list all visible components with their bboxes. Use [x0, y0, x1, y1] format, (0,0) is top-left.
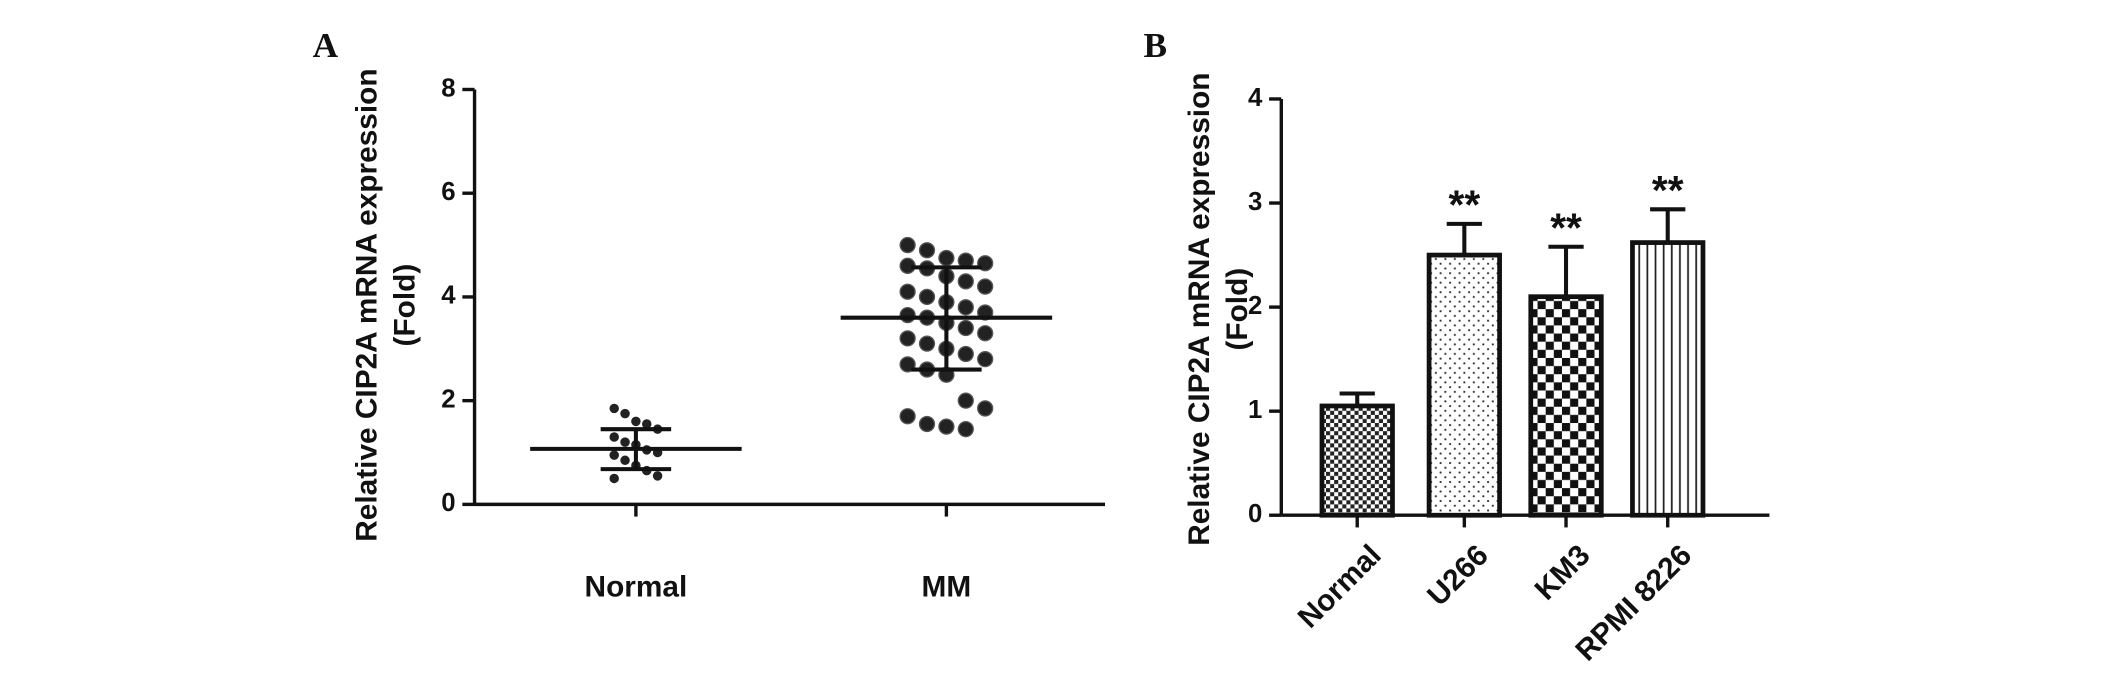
x-tick-label: MM	[922, 571, 972, 604]
y-tick-label: 0	[1248, 500, 1262, 528]
data-point	[899, 283, 916, 300]
y-axis-label: Relative CIP2A mRNA expression	[1183, 72, 1216, 545]
data-point	[899, 330, 916, 347]
significance-label: **	[1449, 181, 1481, 227]
data-point	[918, 242, 936, 259]
y-axis-label: (Fold)	[389, 264, 422, 347]
bar	[1426, 252, 1502, 518]
data-point	[957, 421, 974, 438]
x-tick-label: Normal	[585, 571, 688, 604]
x-tick-label: U266	[1421, 539, 1495, 613]
y-tick-label: 8	[441, 74, 455, 102]
data-point	[620, 455, 630, 466]
data-point	[620, 408, 630, 419]
y-axis-label: Relative CIP2A mRNA expression	[351, 68, 384, 541]
data-point	[899, 306, 916, 324]
data-point	[918, 335, 936, 352]
data-point	[977, 400, 994, 417]
data-point	[957, 273, 974, 290]
bar	[1630, 240, 1706, 518]
y-tick-label: 4	[1248, 84, 1263, 112]
x-tick-label: Normal	[1292, 539, 1388, 635]
data-point	[938, 249, 955, 267]
data-point	[977, 351, 994, 368]
data-point	[631, 416, 641, 427]
data-point	[957, 299, 974, 316]
y-tick-label: 1	[1248, 396, 1262, 424]
data-point	[642, 419, 652, 429]
y-tick-label: 4	[441, 282, 456, 310]
data-point	[977, 325, 994, 342]
data-point	[899, 408, 916, 425]
data-point	[918, 415, 936, 433]
data-point	[977, 278, 994, 295]
data-point	[899, 236, 916, 254]
x-tick-label: KM3	[1529, 539, 1597, 607]
data-point	[609, 432, 619, 442]
y-axis-label: (Fold)	[1221, 268, 1254, 351]
data-point	[652, 471, 663, 481]
significance-label: **	[1550, 204, 1582, 250]
panel-label: A	[313, 26, 339, 65]
y-tick-label: 0	[441, 489, 455, 517]
data-point	[938, 418, 955, 435]
data-point	[957, 319, 974, 337]
significance-label: **	[1652, 167, 1684, 213]
data-point	[957, 392, 974, 409]
y-tick-label: 3	[1248, 188, 1262, 216]
data-point	[609, 450, 619, 460]
data-point	[918, 288, 936, 306]
data-point	[957, 345, 974, 363]
panel-label: B	[1143, 26, 1167, 65]
data-point	[620, 437, 630, 447]
bar	[1528, 294, 1604, 518]
bar	[1319, 403, 1395, 518]
y-tick-label: 6	[441, 178, 455, 206]
data-point	[609, 473, 619, 484]
y-tick-label: 2	[441, 385, 455, 413]
y-tick-label: 2	[1248, 292, 1262, 320]
data-point	[609, 403, 619, 414]
